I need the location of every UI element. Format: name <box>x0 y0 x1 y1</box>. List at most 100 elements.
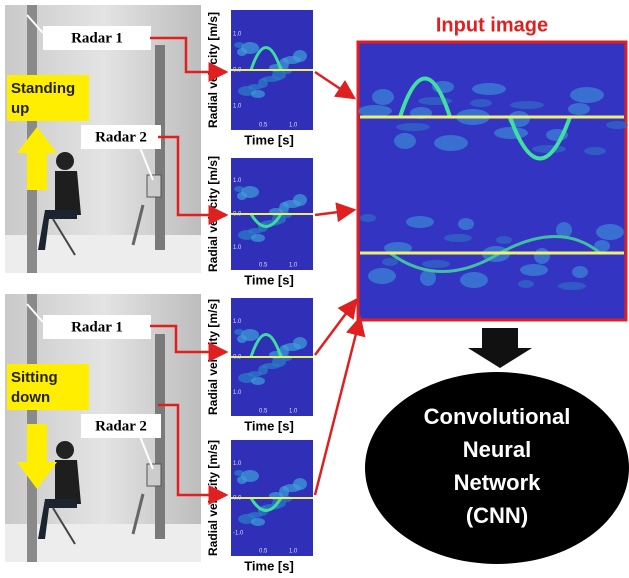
image-blob <box>494 127 528 139</box>
image-blob <box>558 282 586 290</box>
spectrogram-blob <box>293 194 307 206</box>
image-blob <box>606 121 628 129</box>
image-blob <box>372 89 394 105</box>
cnn-ellipse <box>365 372 629 564</box>
photo: Sitting down Radar 1 Radar 2 <box>5 294 201 562</box>
image-blob <box>470 99 492 107</box>
spectrogram-blob <box>251 234 265 242</box>
x-tick: 0.5 <box>259 123 268 129</box>
radar-label: Radar 2 <box>95 418 147 434</box>
spectrogram-blob <box>251 90 265 98</box>
head <box>56 441 74 459</box>
image-blob <box>422 260 450 268</box>
spectrogram: 1.0 0.0 -1.0 0.5 1.0 Time [s] Radial velocity … <box>206 440 313 573</box>
image-blob <box>458 218 474 230</box>
cnn-text: Network <box>454 470 542 495</box>
radar-device <box>147 175 161 197</box>
image-blob <box>568 103 590 115</box>
body <box>55 460 81 504</box>
x-tick: 0.5 <box>259 263 268 269</box>
action-label: down <box>11 389 50 406</box>
y-tick: 0.0 <box>233 212 242 218</box>
y-tick: 1.0 <box>233 319 242 325</box>
image-blob <box>472 83 506 95</box>
arrow <box>315 300 356 355</box>
y-tick: 1.0 <box>233 245 242 251</box>
spectrogram: 1.0 0.0 1.0 0.5 1.0 Time [s] Radial velocity [… <box>206 298 313 433</box>
spectrogram-blob <box>251 518 265 526</box>
spectrogram-blob <box>293 50 307 62</box>
photo: Standing up Radar 1 Radar 2 <box>5 5 201 273</box>
figure: Standing up Radar 1 Radar 2 Sitting down Radar… <box>0 0 629 578</box>
action-label: Sitting <box>11 369 58 386</box>
image-blob <box>360 214 376 222</box>
y-tick: 0.0 <box>233 496 242 502</box>
x-axis-label: Time [s] <box>244 272 294 287</box>
arrow <box>315 72 354 98</box>
image-blob <box>382 258 398 266</box>
x-axis-label: Time [s] <box>244 418 294 433</box>
image-blob <box>358 105 392 117</box>
arrow <box>315 210 354 215</box>
image-blob <box>444 234 472 242</box>
image-blob <box>496 236 512 244</box>
y-tick: 1.0 <box>233 390 242 396</box>
y-tick: 1.0 <box>233 32 242 38</box>
image-blob <box>396 123 430 131</box>
x-tick: 1.0 <box>289 409 298 415</box>
y-tick: 1.0 <box>233 461 242 467</box>
image-blob <box>534 248 550 264</box>
image-blob <box>406 216 434 228</box>
y-tick: 0.0 <box>233 355 242 361</box>
x-axis-label: Time [s] <box>244 558 294 573</box>
y-axis-label: Radial velocity [m/s] <box>206 299 220 415</box>
spectrogram-blob <box>241 329 259 341</box>
spectrogram-blob <box>241 470 259 482</box>
y-axis-label: Radial velocity [m/s] <box>206 440 220 556</box>
x-tick: 1.0 <box>289 549 298 555</box>
spectrogram-blob <box>293 337 307 349</box>
x-tick: 1.0 <box>289 263 298 269</box>
image-blob <box>532 145 566 153</box>
x-tick: 0.5 <box>259 409 268 415</box>
image-blob <box>584 147 606 155</box>
y-tick: 1.0 <box>233 178 242 184</box>
action-label: up <box>11 100 29 117</box>
spectrogram-blob <box>251 377 265 385</box>
cnn: Convolutional Neural Network (CNN) <box>365 328 629 564</box>
input-image: Input image <box>358 14 628 320</box>
cnn-text: Convolutional <box>424 404 571 429</box>
image-blob <box>368 268 396 284</box>
x-axis-label: Time [s] <box>244 132 294 147</box>
spectrogram: 1.00.01.00.51.0Time [s]Radial velocity [… <box>206 156 313 287</box>
head <box>56 152 74 170</box>
action-label: Standing <box>11 80 75 97</box>
y-axis-label: Radial velocity [m/s] <box>206 12 220 128</box>
image-blob <box>518 280 534 288</box>
photos: Standing up Radar 1 Radar 2 Sitting down Radar… <box>5 5 201 562</box>
x-tick: 1.0 <box>289 123 298 129</box>
radar-device <box>147 464 161 486</box>
radar-label: Radar 1 <box>71 319 123 335</box>
down-arrow <box>468 328 532 368</box>
image-blob <box>460 272 488 288</box>
y-tick: -1.0 <box>233 530 244 536</box>
image-blob <box>520 264 548 276</box>
image-blob <box>394 133 416 149</box>
spectrogram-blob <box>241 42 259 54</box>
spectrogram-blob <box>241 186 259 198</box>
cnn-text: Neural <box>463 437 531 462</box>
image-blob <box>572 266 588 278</box>
radar-label: Radar 2 <box>95 129 147 145</box>
body <box>55 171 81 215</box>
spectrograms: 1.0 0.0 1.0 0.5 1.0 Time [s] Radial velocity [… <box>206 10 313 573</box>
image-blob <box>434 135 468 151</box>
input-image-title: Input image <box>436 14 548 36</box>
y-tick: 0.0 <box>233 68 242 74</box>
x-tick: 0.5 <box>259 549 268 555</box>
radar-label: Radar 1 <box>71 30 123 46</box>
cnn-text: (CNN) <box>466 503 528 528</box>
image-blob <box>570 87 604 103</box>
image-blob <box>596 224 624 240</box>
